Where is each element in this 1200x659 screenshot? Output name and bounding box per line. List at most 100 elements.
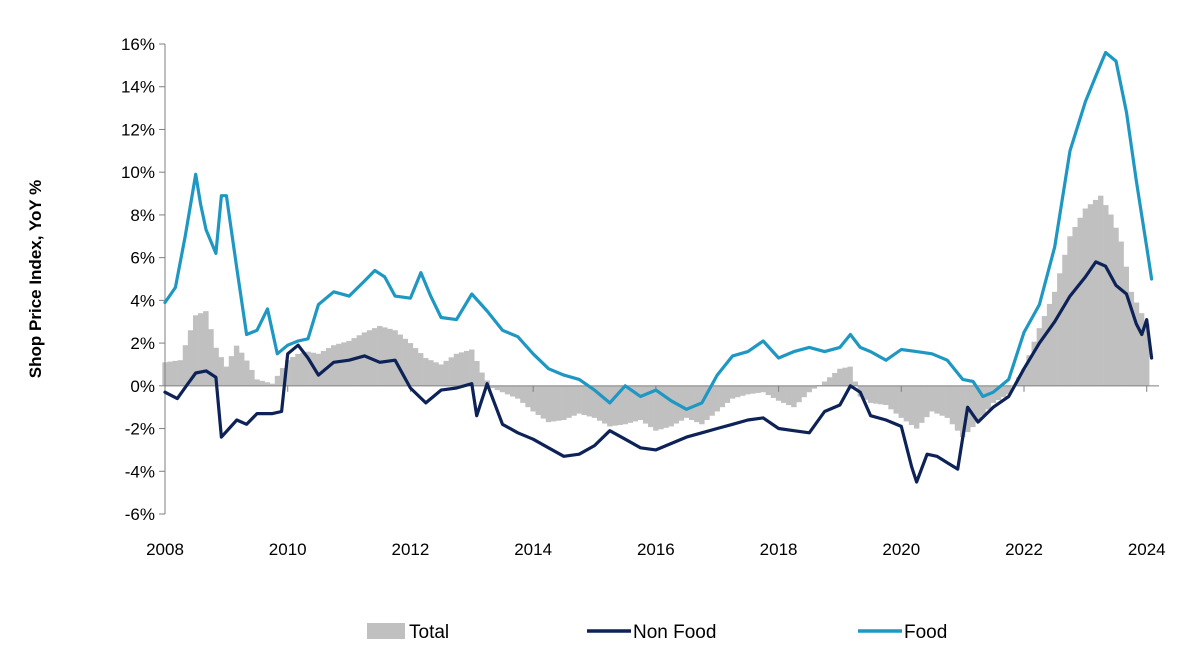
x-tick-label-3: 2014 xyxy=(514,540,552,559)
total-bar-69 xyxy=(515,385,521,399)
total-bar-139 xyxy=(873,385,879,404)
total-bar-79 xyxy=(566,385,572,418)
total-bar-126 xyxy=(806,385,812,393)
total-bar-36 xyxy=(346,340,352,386)
total-bar-89 xyxy=(617,385,623,425)
total-bar-116 xyxy=(755,385,761,393)
total-bar-183 xyxy=(1098,195,1104,386)
total-bar-161 xyxy=(985,385,991,410)
total-bar-55 xyxy=(443,360,449,386)
total-bar-60 xyxy=(469,349,475,386)
total-bar-188 xyxy=(1123,266,1129,386)
total-bar-167 xyxy=(1016,377,1022,386)
total-bar-51 xyxy=(423,358,429,386)
total-bar-172 xyxy=(1041,316,1048,386)
total-bar-49 xyxy=(412,348,419,386)
total-bar-147 xyxy=(913,385,920,429)
total-bar-153 xyxy=(944,385,951,418)
total-bar-72 xyxy=(530,385,536,412)
total-bar-142 xyxy=(888,385,894,410)
total-bar-73 xyxy=(535,385,541,416)
total-bar-94 xyxy=(642,385,649,424)
total-bar-173 xyxy=(1046,303,1053,386)
total-bar-134 xyxy=(847,366,853,386)
total-bar-98 xyxy=(663,385,669,428)
total-bar-174 xyxy=(1051,291,1058,386)
total-bar-97 xyxy=(658,385,664,430)
total-bar-102 xyxy=(683,385,690,418)
total-bar-189 xyxy=(1128,291,1135,386)
total-bar-43 xyxy=(382,327,388,386)
total-bar-54 xyxy=(438,364,444,386)
total-bar-169 xyxy=(1026,355,1032,386)
y-tick-labels: 16% 14% 12% 10% 8% 6% 4% 2% 0% -2% -4% -6% xyxy=(121,35,155,524)
total-bar-82 xyxy=(581,385,587,416)
total-bar-78 xyxy=(561,385,567,420)
legend-label-total: Total xyxy=(409,622,449,643)
total-bar-127 xyxy=(811,385,818,389)
total-bar-22 xyxy=(274,375,281,386)
total-bar-138 xyxy=(867,385,874,403)
y-axis-title: Shop Price Index, YoY % xyxy=(26,180,45,378)
total-bar-37 xyxy=(351,338,357,386)
total-bar-113 xyxy=(740,385,746,396)
total-bar-162 xyxy=(990,385,997,403)
total-bar-93 xyxy=(637,385,644,420)
x-tick-label-2: 2012 xyxy=(392,540,430,559)
total-bar-124 xyxy=(796,385,802,403)
total-bar-101 xyxy=(678,385,685,421)
total-bar-160 xyxy=(980,385,986,416)
total-bar-53 xyxy=(433,362,439,386)
total-bar-171 xyxy=(1036,328,1043,386)
total-bar-39 xyxy=(361,332,368,386)
total-bar-34 xyxy=(336,343,342,386)
total-bar-103 xyxy=(688,385,695,420)
total-bar-3 xyxy=(177,360,184,386)
total-bar-81 xyxy=(576,385,582,414)
total-bar-179 xyxy=(1077,217,1083,386)
total-bar-42 xyxy=(377,326,383,386)
total-bar-155 xyxy=(954,385,961,431)
total-bar-31 xyxy=(320,350,327,386)
total-bar-145 xyxy=(903,385,910,422)
total-bar-132 xyxy=(837,368,843,386)
total-bar-95 xyxy=(648,385,654,428)
total-bar-111 xyxy=(729,385,736,399)
legend-label-non-food: Non Food xyxy=(633,622,716,643)
total-bar-91 xyxy=(627,385,633,423)
total-bar-24 xyxy=(285,360,291,386)
total-bar-110 xyxy=(724,385,731,403)
total-bar-38 xyxy=(356,335,362,386)
total-bar-181 xyxy=(1087,204,1094,386)
total-bar-11 xyxy=(218,357,224,386)
total-bar-5 xyxy=(187,330,194,386)
total-bar-1 xyxy=(167,361,173,386)
total-bar-186 xyxy=(1113,227,1119,386)
y-tick-label-7: 2% xyxy=(130,334,155,353)
total-bar-148 xyxy=(919,385,925,423)
total-bar-158 xyxy=(970,385,976,428)
total-bar-115 xyxy=(750,385,756,394)
x-tick-label-4: 2016 xyxy=(637,540,675,559)
y-tick-label-3: 10% xyxy=(121,163,155,182)
total-bar-57 xyxy=(453,353,460,386)
y-tick-label-0: 16% xyxy=(121,35,155,54)
total-bar-8 xyxy=(203,311,209,386)
total-bar-151 xyxy=(934,385,940,414)
x-tick-label-8: 2024 xyxy=(1128,540,1166,559)
total-bar-165 xyxy=(1005,385,1012,395)
total-bar-118 xyxy=(765,385,772,396)
total-bar-12 xyxy=(223,366,230,386)
y-tick-label-8: 0% xyxy=(130,377,155,396)
total-bar-190 xyxy=(1133,302,1140,386)
total-bar-35 xyxy=(341,342,347,386)
total-bar-58 xyxy=(458,352,465,386)
total-bar-191 xyxy=(1138,313,1145,386)
legend: Total Non Food Food xyxy=(367,622,947,643)
total-bar-17 xyxy=(249,369,255,386)
total-bar-90 xyxy=(622,385,628,425)
y-tick-label-2: 12% xyxy=(121,120,155,139)
total-bar-70 xyxy=(520,385,526,403)
total-bar-20 xyxy=(264,382,270,386)
total-bar-182 xyxy=(1092,199,1099,386)
